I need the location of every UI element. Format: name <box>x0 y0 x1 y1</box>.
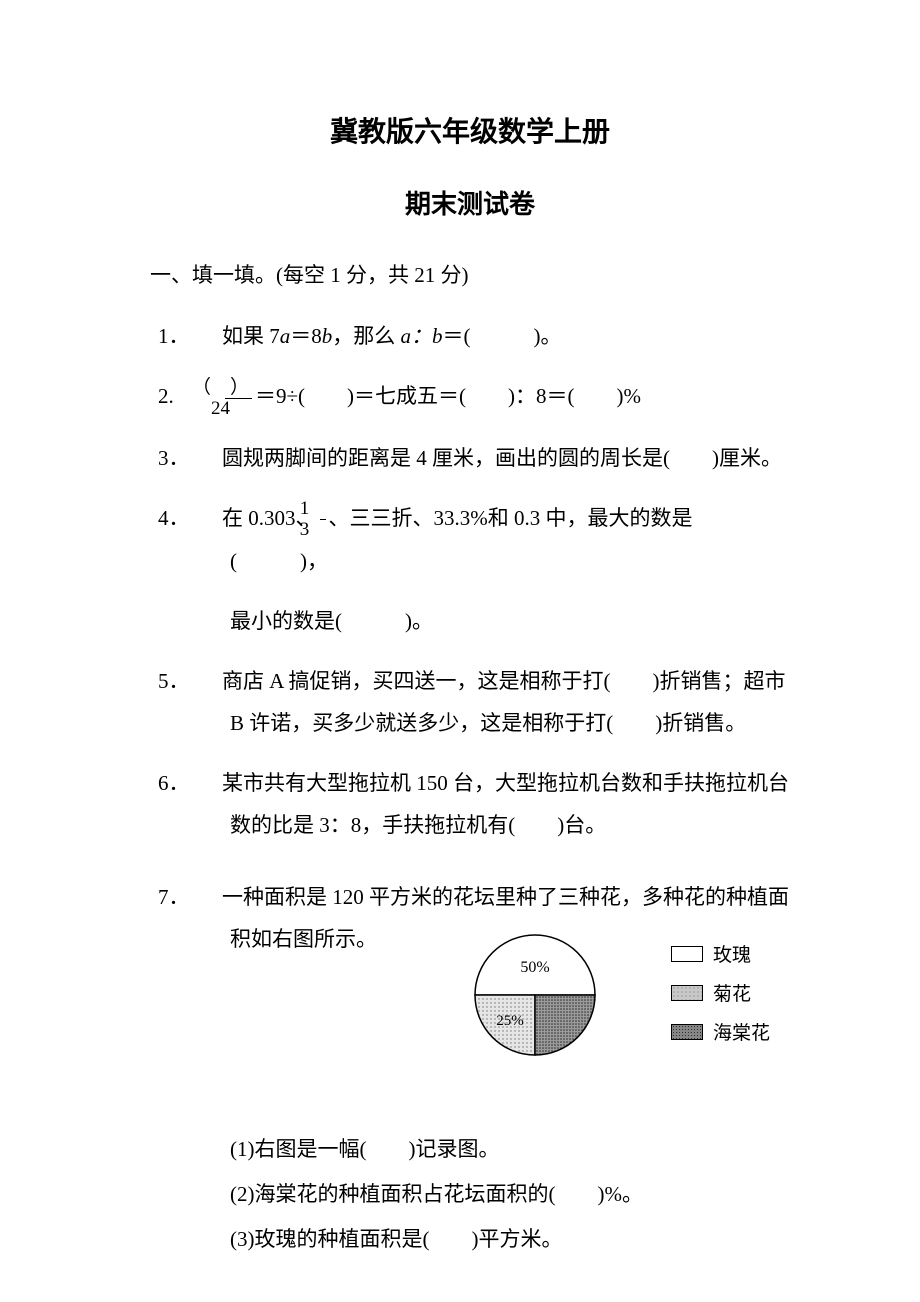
pie-legend: 玫瑰 菊花 海棠花 <box>671 940 770 1057</box>
q7-sub2: (2)海棠花的种植面积占花坛面积的( )%。 <box>230 1173 790 1216</box>
q3-num: 3． <box>194 437 222 479</box>
section-1-header: 一、填一填。(每空 1 分，共 21 分) <box>150 259 790 289</box>
question-6: 6．某市共有大型拖拉机 150 台，大型拖拉机台数和手扶拖拉机台数的比是 3：8… <box>194 762 790 846</box>
pie-label-50: 50% <box>520 959 549 976</box>
legend-swatch-rose <box>671 946 703 962</box>
legend-row-juhua: 菊花 <box>671 979 770 1006</box>
q2-fraction: （ ）24 <box>225 378 252 419</box>
q4-frac-top: 1 <box>320 499 326 519</box>
pie-label-25: 25% <box>496 1013 524 1029</box>
legend-row-rose: 玫瑰 <box>671 940 770 967</box>
q7-sub1: (1)右图是一幅( )记录图。 <box>230 1128 790 1171</box>
q5-num: 5． <box>194 660 222 702</box>
q2-frac-top: （ ） <box>225 378 252 398</box>
q3-text: 圆规两脚间的距离是 4 厘米，画出的圆的周长是( )厘米。 <box>222 446 782 470</box>
q1-num: 1． <box>194 315 222 357</box>
question-4-line2: 最小的数是( )。 <box>194 600 790 642</box>
question-1: 1．如果 7a＝8b，那么 a：b＝( )。 <box>194 315 790 357</box>
q4-num: 4． <box>194 497 222 539</box>
legend-label-rose: 玫瑰 <box>713 940 751 967</box>
page: 冀教版六年级数学上册 期末测试卷 一、填一填。(每空 1 分，共 21 分) 1… <box>0 0 920 1302</box>
legend-swatch-juhua <box>671 985 703 1001</box>
question-7-subs: (1)右图是一幅( )记录图。 (2)海棠花的种植面积占花坛面积的( )%。 (… <box>230 1128 790 1261</box>
q1-tail: ＝( )。 <box>443 324 562 348</box>
q1-b: b <box>322 324 333 348</box>
q4-fraction: 13 <box>320 499 326 540</box>
q4-frac-bot: 3 <box>320 519 326 540</box>
q2-frac-bot: 24 <box>225 398 252 419</box>
legend-label-haitang: 海棠花 <box>713 1018 770 1045</box>
q1-eq: ＝8 <box>290 324 322 348</box>
question-2: 2.（ ）24＝9÷( )＝七成五＝( )：8＝( )% <box>194 375 790 419</box>
q6-num: 6． <box>194 762 222 804</box>
doc-title-2: 期末测试卷 <box>150 184 790 221</box>
q2-seg1: ＝9÷( )＝七成五＝( )：8＝( )% <box>255 384 641 408</box>
pie-chart-block: 50% 25% 玫瑰 菊花 海棠花 <box>460 930 770 1070</box>
legend-row-haitang: 海棠花 <box>671 1018 770 1045</box>
legend-label-juhua: 菊花 <box>713 979 751 1006</box>
pie-chart: 50% 25% <box>470 930 610 1070</box>
q1-rat: a：b <box>401 324 443 348</box>
legend-swatch-haitang <box>671 1024 703 1040</box>
question-5: 5．商店 A 搞促销，买四送一，这是相称于打( )折销售；超市 B 许诺，买多少… <box>194 660 790 744</box>
pie-slice-haitang <box>535 995 595 1055</box>
q1-a: a <box>280 324 291 348</box>
q1-mid: ，那么 <box>332 324 400 348</box>
doc-title-1: 冀教版六年级数学上册 <box>150 110 790 150</box>
q4-line2: 最小的数是( )。 <box>230 609 433 633</box>
q6-text: 某市共有大型拖拉机 150 台，大型拖拉机台数和手扶拖拉机台数的比是 3：8，手… <box>222 771 789 837</box>
q1-text-a: 如果 7 <box>222 324 280 348</box>
q5-text: 商店 A 搞促销，买四送一，这是相称于打( )折销售；超市 B 许诺，买多少就送… <box>222 669 786 735</box>
q7-num: 7． <box>194 876 222 918</box>
question-4: 4．在 0.303、13、三三折、33.3%和 0.3 中，最大的数是( )， <box>194 497 790 583</box>
question-3: 3．圆规两脚间的距离是 4 厘米，画出的圆的周长是( )厘米。 <box>194 437 790 479</box>
q7-sub3: (3)玫瑰的种植面积是( )平方米。 <box>230 1218 790 1261</box>
